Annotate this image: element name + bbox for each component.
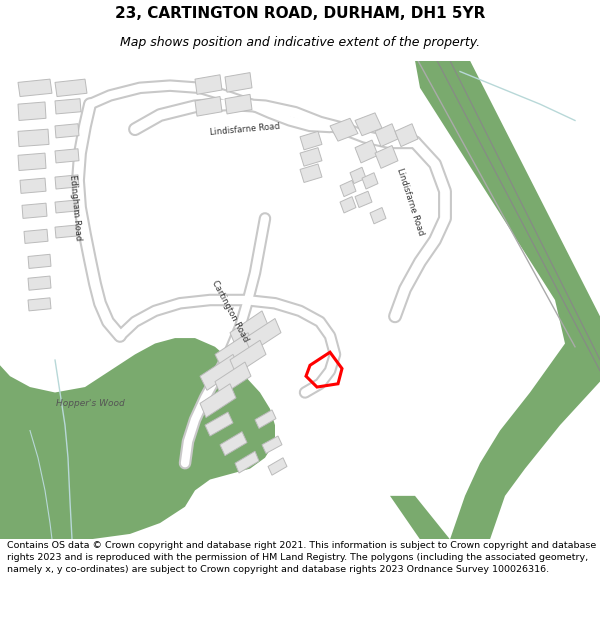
Polygon shape xyxy=(230,340,266,374)
Polygon shape xyxy=(20,178,46,193)
Polygon shape xyxy=(395,124,418,147)
Polygon shape xyxy=(22,203,47,218)
Polygon shape xyxy=(390,496,450,539)
Polygon shape xyxy=(195,75,222,94)
Polygon shape xyxy=(268,458,287,475)
Polygon shape xyxy=(355,113,382,136)
Text: Lindisfarne Road: Lindisfarne Road xyxy=(395,168,425,237)
Polygon shape xyxy=(28,298,51,311)
Polygon shape xyxy=(18,129,49,147)
Polygon shape xyxy=(28,276,51,290)
Polygon shape xyxy=(215,362,251,396)
Text: 23, CARTINGTON ROAD, DURHAM, DH1 5YR: 23, CARTINGTON ROAD, DURHAM, DH1 5YR xyxy=(115,6,485,21)
Polygon shape xyxy=(330,118,358,141)
Polygon shape xyxy=(28,254,51,269)
Polygon shape xyxy=(0,316,275,539)
Polygon shape xyxy=(200,384,236,418)
Polygon shape xyxy=(340,197,356,213)
Text: Hopper's Wood: Hopper's Wood xyxy=(56,399,124,408)
Polygon shape xyxy=(215,332,254,369)
Polygon shape xyxy=(55,99,81,114)
Polygon shape xyxy=(375,146,398,168)
Polygon shape xyxy=(445,61,590,338)
Polygon shape xyxy=(350,168,366,184)
Polygon shape xyxy=(18,102,46,121)
Polygon shape xyxy=(55,175,79,189)
Polygon shape xyxy=(55,225,79,238)
Polygon shape xyxy=(55,124,79,138)
Polygon shape xyxy=(230,311,268,347)
Polygon shape xyxy=(205,412,233,436)
Polygon shape xyxy=(355,191,372,208)
Polygon shape xyxy=(300,164,322,182)
Polygon shape xyxy=(262,436,282,453)
Polygon shape xyxy=(300,148,322,166)
Polygon shape xyxy=(200,354,239,390)
Polygon shape xyxy=(24,229,48,243)
Text: Contains OS data © Crown copyright and database right 2021. This information is : Contains OS data © Crown copyright and d… xyxy=(7,541,596,574)
Polygon shape xyxy=(340,181,356,197)
Polygon shape xyxy=(225,72,252,92)
Text: Map shows position and indicative extent of the property.: Map shows position and indicative extent… xyxy=(120,36,480,49)
Polygon shape xyxy=(245,319,281,352)
Polygon shape xyxy=(55,149,79,163)
Polygon shape xyxy=(225,94,252,114)
Polygon shape xyxy=(300,131,322,150)
Polygon shape xyxy=(220,432,247,456)
Polygon shape xyxy=(370,208,386,224)
Text: Cartington Road: Cartington Road xyxy=(210,279,250,343)
Polygon shape xyxy=(362,173,378,189)
Polygon shape xyxy=(18,79,52,96)
Polygon shape xyxy=(255,410,276,428)
Text: Edingham Road: Edingham Road xyxy=(68,174,82,241)
Polygon shape xyxy=(195,96,222,116)
Polygon shape xyxy=(18,153,46,171)
Polygon shape xyxy=(415,61,600,539)
Polygon shape xyxy=(55,200,79,213)
Polygon shape xyxy=(355,140,378,163)
Polygon shape xyxy=(235,451,259,473)
Polygon shape xyxy=(55,79,87,96)
Text: Lindisfarne Road: Lindisfarne Road xyxy=(209,122,280,137)
Polygon shape xyxy=(375,124,398,147)
